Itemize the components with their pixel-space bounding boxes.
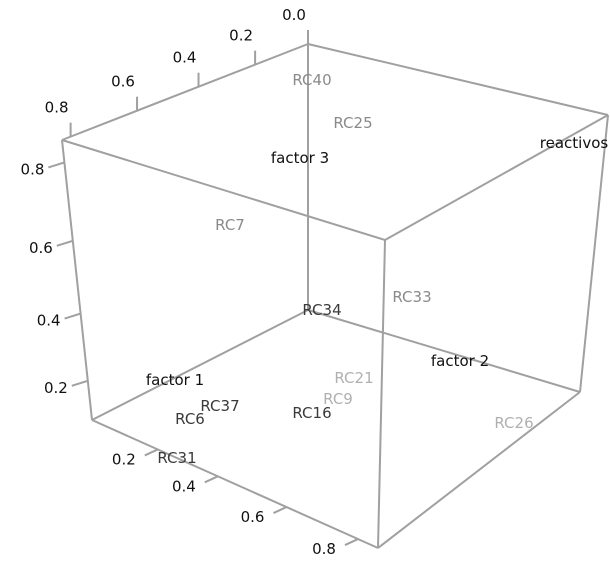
edge-left-vertical bbox=[61, 139, 93, 421]
point-label-rc7: RC7 bbox=[215, 216, 245, 234]
tick-label-left-3: 0.2 bbox=[44, 379, 68, 397]
edge-front-vertical bbox=[377, 239, 386, 549]
tick-label-bottom-2: 0.6 bbox=[241, 508, 265, 526]
tick-label-top-0: 0.0 bbox=[282, 6, 306, 24]
point-label-rc33: RC33 bbox=[392, 288, 431, 306]
tick-left-0 bbox=[48, 161, 65, 169]
edge-bottom-back-right bbox=[307, 309, 581, 393]
edge-bottom-front-left bbox=[91, 419, 379, 549]
point-label-rc21: RC21 bbox=[334, 369, 373, 387]
tick-label-top-2: 0.4 bbox=[173, 49, 197, 67]
edge-top-back-right bbox=[307, 43, 609, 116]
point-label-rc34: RC34 bbox=[302, 301, 341, 319]
edge-right-vertical bbox=[579, 114, 609, 393]
point-label-rc6: RC6 bbox=[175, 410, 205, 428]
tick-label-left-1: 0.6 bbox=[29, 239, 53, 257]
point-label-rc31: RC31 bbox=[157, 449, 196, 467]
point-label-rc37: RC37 bbox=[200, 397, 239, 415]
axis-label-factor2: factor 2 bbox=[431, 352, 489, 370]
tick-left-2 bbox=[64, 312, 81, 320]
tick-label-top-4: 0.8 bbox=[45, 99, 69, 117]
corner-label-reactivos: reactivos bbox=[540, 134, 609, 152]
tick-left-3 bbox=[71, 379, 89, 387]
tick-label-top-1: 0.2 bbox=[229, 27, 253, 45]
tick-bottom-2 bbox=[273, 506, 287, 514]
point-label-rc40: RC40 bbox=[292, 71, 331, 89]
edge-top-back-left bbox=[61, 43, 309, 141]
chart-tick-labels: 0.0 0.2 0.4 0.6 0.8 0.8 0.6 0.4 0.2 0.2 0.4 0.6 0.8 bbox=[21, 6, 336, 558]
tick-label-left-2: 0.4 bbox=[37, 312, 61, 330]
point-label-rc26: RC26 bbox=[494, 414, 533, 432]
axis-label-factor1: factor 1 bbox=[146, 371, 204, 389]
point-label-rc9: RC9 bbox=[323, 390, 353, 408]
edge-bottom-back-left bbox=[91, 309, 309, 421]
point-label-rc16: RC16 bbox=[292, 404, 331, 422]
tick-label-bottom-0: 0.2 bbox=[112, 450, 136, 468]
tick-label-bottom-1: 0.4 bbox=[172, 477, 196, 495]
chart-box-edges bbox=[61, 43, 609, 549]
tick-label-left-0: 0.8 bbox=[21, 160, 45, 178]
chart-axis-labels: factor 3 factor 1 factor 2 reactivos bbox=[146, 134, 609, 389]
axis-label-factor3: factor 3 bbox=[271, 149, 329, 167]
edge-top-front-right bbox=[384, 114, 609, 241]
tick-label-bottom-3: 0.8 bbox=[312, 540, 336, 558]
tick-bottom-0 bbox=[144, 448, 159, 457]
tick-left-1 bbox=[56, 239, 74, 247]
tick-bottom-1 bbox=[204, 475, 219, 484]
point-label-rc25: RC25 bbox=[333, 114, 372, 132]
edge-bottom-front-right bbox=[377, 391, 581, 549]
tick-label-top-3: 0.6 bbox=[111, 73, 135, 91]
chart-ticks bbox=[48, 30, 359, 546]
tick-bottom-3 bbox=[344, 538, 359, 546]
edge-top-front-left bbox=[61, 139, 386, 241]
